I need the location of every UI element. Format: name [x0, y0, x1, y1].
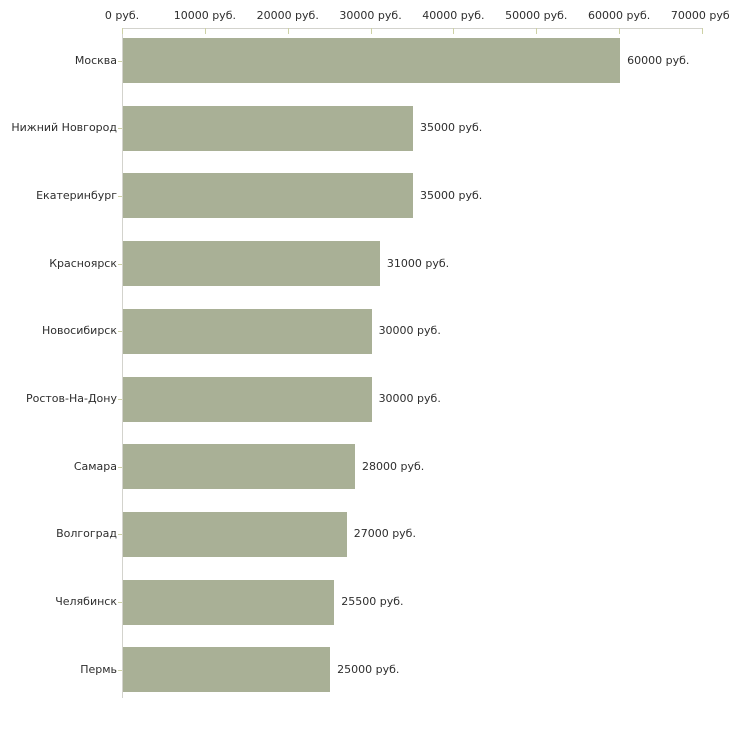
value-label: 31000 руб.: [386, 256, 450, 270]
x-tick-mark: [122, 28, 123, 34]
x-tick-mark: [287, 28, 289, 34]
category-label: Самара: [73, 459, 117, 473]
bar: [123, 579, 335, 625]
value-label: 25000 руб.: [337, 662, 400, 676]
bar: [123, 444, 355, 490]
value-label: 27000 руб.: [353, 527, 416, 541]
category-label: Екатеринбург: [36, 188, 117, 202]
x-tick-label: 20000 руб.: [256, 9, 319, 22]
y-tick-mark: [118, 196, 122, 197]
bar: [123, 376, 372, 422]
value-label: 35000 руб.: [420, 188, 483, 202]
y-tick-mark: [118, 399, 122, 400]
y-tick-mark: [118, 264, 122, 265]
category-label: Пермь: [80, 662, 117, 676]
bar: [123, 241, 380, 287]
y-tick-mark: [118, 602, 122, 603]
category-label: Красноярск: [49, 256, 117, 270]
x-tick-label: 70000 руб.: [670, 9, 730, 22]
value-label: 35000 руб.: [420, 121, 483, 135]
x-tick-mark: [204, 28, 206, 34]
x-tick-mark: [370, 28, 372, 34]
value-label: 25500 руб.: [341, 595, 404, 609]
x-tick-mark: [619, 28, 621, 34]
category-label: Москва: [74, 53, 117, 67]
y-tick-mark: [118, 467, 122, 468]
category-label: Ростов-На-Дону: [25, 392, 117, 405]
y-axis-line: [122, 28, 123, 698]
bar: [123, 38, 621, 83]
y-tick-mark: [118, 128, 122, 129]
x-tick-label: 30000 руб.: [339, 9, 402, 22]
category-label: Челябинск: [55, 595, 117, 609]
x-tick-mark: [453, 28, 455, 34]
bar: [123, 105, 413, 151]
value-label: 30000 руб.: [378, 392, 441, 405]
x-tick-label: 60000 руб.: [588, 9, 651, 22]
x-tick-label: 40000 руб.: [422, 9, 485, 22]
category-label: Волгоград: [56, 527, 117, 541]
x-tick-label: 10000 руб.: [173, 9, 236, 22]
x-tick-label: 50000 руб.: [505, 9, 568, 22]
x-axis-line: [122, 28, 702, 29]
y-tick-mark: [118, 534, 122, 535]
value-label: 30000 руб.: [378, 324, 441, 338]
y-tick-mark: [118, 331, 122, 332]
bar: [123, 647, 331, 693]
bar: [123, 173, 413, 219]
value-label: 28000 руб.: [362, 459, 425, 473]
y-tick-mark: [118, 61, 122, 62]
y-tick-mark: [118, 670, 122, 671]
category-label: Нижний Новгород: [11, 121, 117, 135]
bar: [123, 511, 347, 557]
x-tick-label: 0 руб.: [104, 9, 140, 22]
value-label: 60000 руб.: [627, 53, 690, 67]
x-tick-mark: [536, 28, 538, 34]
bar: [123, 308, 372, 354]
category-label: Новосибирск: [41, 324, 117, 338]
x-tick-mark: [702, 28, 703, 34]
